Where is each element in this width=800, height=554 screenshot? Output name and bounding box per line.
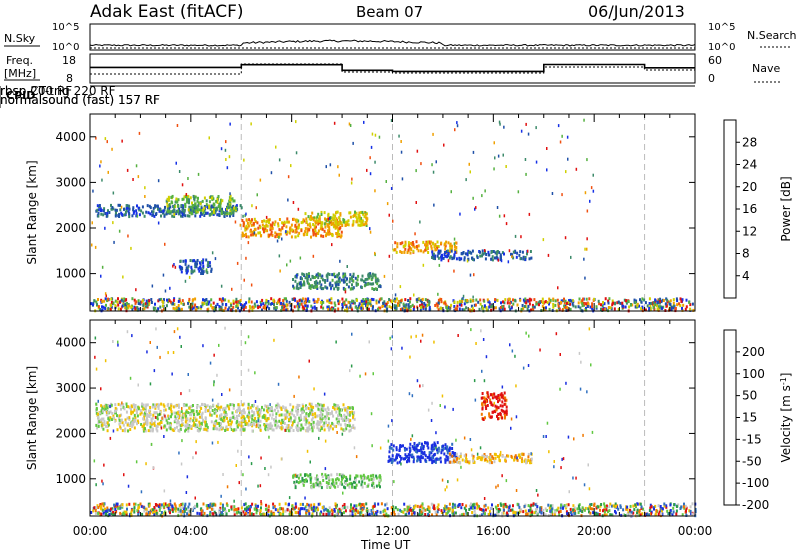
nsearch-label: N.Search: [747, 29, 797, 42]
colorbar-tick-label: -200: [742, 498, 769, 512]
colorbar-tick-label: -100: [742, 476, 769, 490]
date-label: 06/Jun/2013: [588, 2, 685, 21]
nsky-line: [89, 39, 696, 47]
y-tick-label: 3000: [55, 175, 86, 189]
scatter-feature: [178, 258, 213, 275]
freq-trace: [90, 63, 695, 75]
nave-tick-bottom: 0: [708, 72, 715, 85]
colorbar-tick-label: 8: [742, 247, 750, 261]
cpid-segment-label: normalsound (fast) 157 RF: [0, 93, 160, 107]
nsky-trace: [89, 39, 696, 49]
power-panel: 1000 2000 3000 4000 Slant Range [km]: [25, 113, 696, 313]
freq-panel: [89, 53, 696, 84]
y-axis-label: Slant Range [km]: [25, 160, 39, 264]
y-tick-label: 2000: [55, 426, 86, 440]
x-tick-label: 20:00: [577, 524, 612, 538]
nsky-tick-bottom: 10^0: [52, 42, 79, 53]
scatter-noise: [93, 326, 594, 503]
plot-title: Adak East (fitACF): [90, 2, 244, 22]
y-tick-label: 3000: [55, 381, 86, 395]
cpid-segment-label: normalsound (fast) 157 RF: [0, 93, 160, 107]
freq-tick-top: 18: [62, 54, 76, 67]
colorbar-tick-label: 4: [742, 269, 750, 283]
x-tick-label: 08:00: [274, 524, 309, 538]
colorbar-tick-label: -50: [742, 454, 762, 468]
freq-label: Freq.: [6, 54, 33, 67]
nsearch-tick-top: 10^5: [708, 22, 735, 33]
nave-tick-top: 60: [708, 54, 722, 67]
velocity-panel: 1000 2000 3000 4000 Slant Range [km]: [25, 319, 697, 518]
beam-label: Beam 07: [356, 3, 423, 21]
colorbar-tick-label: 28: [742, 135, 757, 149]
scatter-feature: [431, 249, 533, 262]
colorbar-tick-label: 12: [742, 224, 757, 238]
cpid-segment-label: rbsp CT-trig 220 RF: [0, 84, 116, 98]
scatter-feature: [165, 194, 238, 216]
nsky-label: N.Sky: [4, 32, 36, 45]
colorbar-tick-label: 100: [742, 367, 765, 381]
y-tick-label: 1000: [55, 267, 86, 281]
y-tick-label: 1000: [55, 472, 86, 486]
velocity-colorbar: 200 100 50 15 -15 -50 -100 -200 Velocity [m s-1]: [723, 329, 794, 512]
scatter-feature: [392, 240, 458, 255]
nsky-panel: [89, 23, 696, 51]
colorbar-tick-label: 20: [742, 180, 757, 194]
power-colorbar: 4 8 12 16 20 24 28 Power [dB]: [723, 119, 793, 299]
y-tick-label: 4000: [55, 336, 86, 350]
x-axis-label: Time UT: [360, 538, 411, 552]
y-tick-label: 4000: [55, 130, 86, 144]
scatter-feature: [387, 441, 458, 465]
scatter-feature: [304, 210, 369, 228]
freq-tick-bottom: 8: [66, 72, 73, 85]
x-tick-label: 00:00: [678, 524, 713, 538]
nsky-tick-top: 10^5: [52, 22, 79, 33]
x-tick-label: 16:00: [476, 524, 511, 538]
y-tick-label: 2000: [55, 221, 86, 235]
nsearch-tick-bottom: 10^0: [708, 42, 735, 53]
colorbar-tick-label: 15: [742, 411, 757, 425]
x-tick-label: 04:00: [174, 524, 209, 538]
scatter-feature: [480, 391, 508, 421]
time-axis: 00:00 04:00 08:00 12:00 16:00 20:00 00:00: [73, 524, 713, 538]
colorbar-tick-label: 50: [742, 389, 757, 403]
nave-line: [90, 63, 695, 75]
x-tick-label: 12:00: [375, 524, 410, 538]
x-tick-label: 00:00: [73, 524, 108, 538]
colorbar-label: Velocity [m s-1]: [779, 373, 794, 463]
scatter-noise: [91, 118, 595, 299]
colorbar-tick-label: -15: [742, 432, 762, 446]
scatter-feature: [95, 402, 356, 433]
nave-label: Nave: [752, 62, 780, 75]
freq-unit-label: [MHz]: [4, 67, 36, 80]
cpid-label: CPID: [6, 89, 35, 102]
scatter-feature: [90, 297, 695, 313]
y-axis-label: Slant Range [km]: [25, 366, 39, 470]
colorbar-label: Power [dB]: [779, 176, 793, 241]
frequency-line: [90, 63, 695, 73]
colorbar-tick-label: 200: [742, 345, 765, 359]
colorbar-tick-label: 24: [742, 158, 757, 172]
cpid-segment-label: rbsp 200 RF: [0, 84, 72, 98]
colorbar-tick-label: 16: [742, 202, 757, 216]
